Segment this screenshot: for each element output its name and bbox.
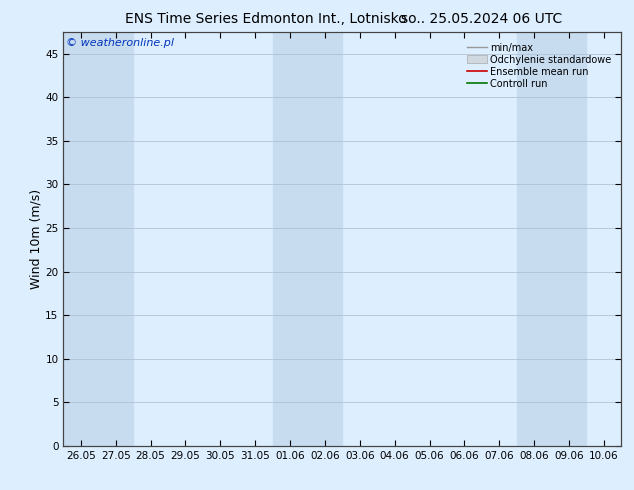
Legend: min/max, Odchylenie standardowe, Ensemble mean run, Controll run: min/max, Odchylenie standardowe, Ensembl… [465, 41, 614, 91]
Bar [552, 32, 586, 446]
Bar [98, 32, 133, 446]
Text: © weatheronline.pl: © weatheronline.pl [66, 38, 174, 48]
Bar [517, 32, 552, 446]
Bar [63, 32, 98, 446]
Bar [273, 32, 307, 446]
Y-axis label: Wind 10m (m/s): Wind 10m (m/s) [30, 189, 42, 289]
Bar [307, 32, 342, 446]
Text: ENS Time Series Edmonton Int., Lotnisko: ENS Time Series Edmonton Int., Lotnisko [126, 12, 407, 26]
Text: so.. 25.05.2024 06 UTC: so.. 25.05.2024 06 UTC [401, 12, 562, 26]
